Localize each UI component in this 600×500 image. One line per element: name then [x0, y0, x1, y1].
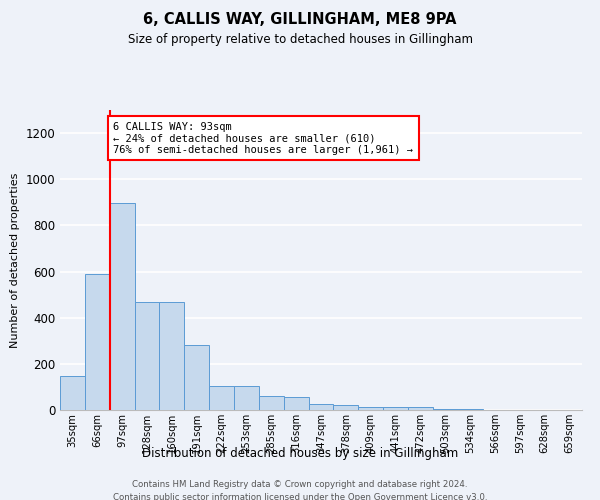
Bar: [209, 386, 234, 410]
Text: 6 CALLIS WAY: 93sqm
← 24% of detached houses are smaller (610)
76% of semi-detac: 6 CALLIS WAY: 93sqm ← 24% of detached ho…: [113, 122, 413, 154]
Bar: [383, 407, 408, 410]
Text: Distribution of detached houses by size in Gillingham: Distribution of detached houses by size …: [142, 448, 458, 460]
Text: Contains public sector information licensed under the Open Government Licence v3: Contains public sector information licen…: [113, 492, 487, 500]
Bar: [160, 302, 184, 410]
Bar: [134, 302, 160, 410]
Text: Size of property relative to detached houses in Gillingham: Size of property relative to detached ho…: [128, 32, 473, 46]
Bar: [358, 407, 383, 410]
Bar: [60, 376, 85, 410]
Text: Contains HM Land Registry data © Crown copyright and database right 2024.: Contains HM Land Registry data © Crown c…: [132, 480, 468, 489]
Bar: [408, 407, 433, 410]
Bar: [234, 386, 259, 410]
Bar: [85, 274, 110, 410]
Bar: [308, 404, 334, 410]
Bar: [334, 405, 358, 410]
Bar: [284, 396, 308, 410]
Bar: [259, 396, 284, 410]
Bar: [184, 344, 209, 410]
Text: 6, CALLIS WAY, GILLINGHAM, ME8 9PA: 6, CALLIS WAY, GILLINGHAM, ME8 9PA: [143, 12, 457, 28]
Y-axis label: Number of detached properties: Number of detached properties: [10, 172, 20, 348]
Bar: [433, 409, 458, 410]
Bar: [110, 204, 134, 410]
